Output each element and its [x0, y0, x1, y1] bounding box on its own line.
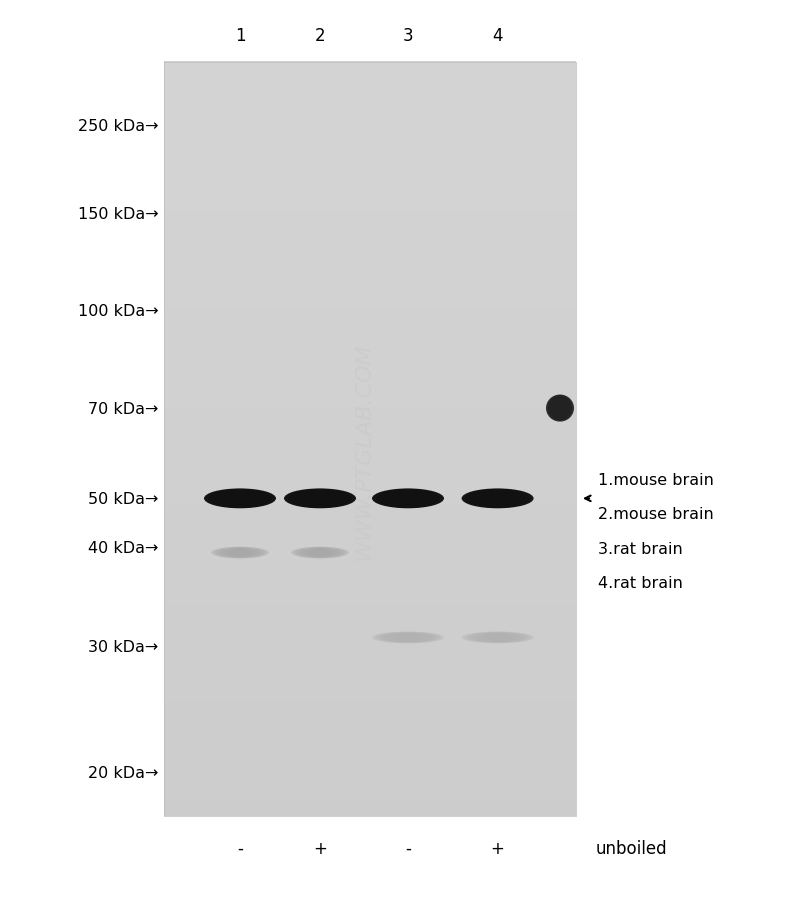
Ellipse shape: [208, 490, 272, 508]
Ellipse shape: [300, 548, 340, 558]
Bar: [164, 63, 576, 816]
Text: 4.rat brain: 4.rat brain: [598, 575, 683, 590]
Ellipse shape: [231, 549, 249, 557]
Text: 250 kDa→: 250 kDa→: [78, 119, 158, 133]
Ellipse shape: [476, 491, 519, 507]
Ellipse shape: [476, 633, 519, 642]
Text: 70 kDa→: 70 kDa→: [88, 401, 158, 416]
Ellipse shape: [297, 548, 343, 558]
Ellipse shape: [397, 634, 419, 641]
Ellipse shape: [372, 489, 444, 509]
Ellipse shape: [390, 633, 426, 642]
Ellipse shape: [486, 634, 509, 641]
Ellipse shape: [480, 492, 516, 506]
Text: 100 kDa→: 100 kDa→: [78, 304, 158, 318]
Ellipse shape: [226, 492, 254, 506]
Text: 50 kDa→: 50 kDa→: [88, 492, 158, 506]
Ellipse shape: [376, 632, 440, 643]
Ellipse shape: [462, 489, 534, 509]
Ellipse shape: [483, 633, 512, 642]
Ellipse shape: [294, 491, 346, 507]
Text: unboiled: unboiled: [596, 839, 668, 857]
Text: 3.rat brain: 3.rat brain: [598, 541, 683, 556]
Ellipse shape: [552, 398, 568, 419]
Text: 20 kDa→: 20 kDa→: [88, 766, 158, 780]
Ellipse shape: [383, 491, 434, 507]
Ellipse shape: [394, 492, 422, 506]
Ellipse shape: [390, 492, 426, 506]
Ellipse shape: [284, 489, 356, 509]
Ellipse shape: [217, 548, 263, 558]
Ellipse shape: [214, 491, 266, 507]
Text: 40 kDa→: 40 kDa→: [88, 540, 158, 555]
Ellipse shape: [218, 491, 262, 507]
Ellipse shape: [298, 491, 342, 507]
Text: 1: 1: [234, 27, 246, 45]
Ellipse shape: [376, 490, 440, 508]
Ellipse shape: [211, 490, 269, 508]
Text: 3: 3: [402, 27, 414, 45]
Ellipse shape: [379, 632, 437, 643]
Ellipse shape: [462, 631, 534, 644]
Ellipse shape: [226, 548, 254, 557]
Ellipse shape: [311, 549, 329, 557]
Text: 150 kDa→: 150 kDa→: [78, 207, 158, 222]
Ellipse shape: [291, 490, 349, 508]
Text: 4: 4: [492, 27, 503, 45]
Ellipse shape: [486, 492, 509, 505]
Text: 2.mouse brain: 2.mouse brain: [598, 507, 714, 521]
Text: +: +: [490, 839, 505, 857]
Ellipse shape: [379, 490, 437, 508]
Text: +: +: [313, 839, 327, 857]
Ellipse shape: [291, 547, 349, 558]
Ellipse shape: [309, 548, 331, 557]
Ellipse shape: [229, 548, 251, 557]
Ellipse shape: [546, 395, 574, 422]
Ellipse shape: [553, 399, 567, 419]
Ellipse shape: [480, 633, 516, 642]
Ellipse shape: [550, 397, 570, 420]
Ellipse shape: [222, 492, 258, 506]
Text: 30 kDa→: 30 kDa→: [88, 640, 158, 654]
Ellipse shape: [472, 491, 523, 507]
Ellipse shape: [547, 396, 573, 421]
Ellipse shape: [556, 400, 564, 418]
Text: -: -: [405, 839, 411, 857]
Ellipse shape: [386, 633, 430, 642]
Ellipse shape: [220, 548, 260, 558]
Text: -: -: [237, 839, 243, 857]
Ellipse shape: [211, 547, 269, 558]
Ellipse shape: [397, 492, 419, 505]
Ellipse shape: [306, 548, 334, 557]
Ellipse shape: [386, 491, 430, 507]
Ellipse shape: [302, 492, 338, 506]
Ellipse shape: [302, 548, 338, 557]
Ellipse shape: [288, 490, 352, 508]
Ellipse shape: [469, 490, 526, 508]
Ellipse shape: [294, 548, 346, 558]
Text: 1.mouse brain: 1.mouse brain: [598, 473, 714, 487]
Ellipse shape: [309, 492, 331, 505]
Ellipse shape: [383, 632, 434, 643]
Text: 2: 2: [314, 27, 326, 45]
Ellipse shape: [549, 397, 571, 420]
Ellipse shape: [229, 492, 251, 505]
Ellipse shape: [466, 632, 530, 643]
Ellipse shape: [472, 632, 523, 643]
Ellipse shape: [466, 490, 530, 508]
Ellipse shape: [394, 633, 422, 642]
Ellipse shape: [554, 399, 566, 418]
Text: WWW.PTGLAB.COM: WWW.PTGLAB.COM: [354, 342, 374, 560]
Ellipse shape: [214, 548, 266, 558]
Ellipse shape: [306, 492, 334, 506]
Ellipse shape: [469, 632, 526, 643]
Ellipse shape: [483, 492, 512, 506]
Ellipse shape: [222, 548, 258, 557]
Ellipse shape: [204, 489, 276, 509]
Ellipse shape: [372, 631, 444, 644]
